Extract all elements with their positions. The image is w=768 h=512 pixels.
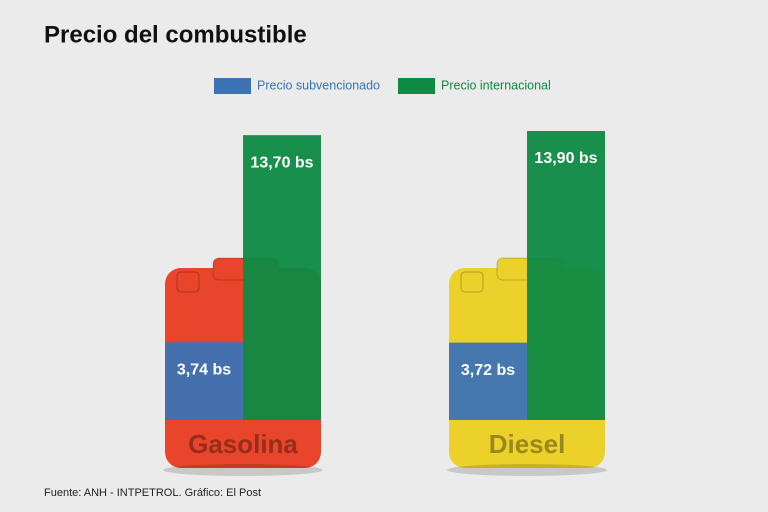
- bar: [243, 135, 321, 421]
- legend-label: Precio subvencionado: [257, 78, 380, 92]
- category-label: Gasolina: [188, 429, 298, 459]
- chart-title: Precio del combustible: [44, 21, 307, 48]
- value-label: 3,74 bs: [177, 361, 231, 378]
- legend-swatch: [398, 78, 435, 94]
- can-shadow: [447, 464, 607, 476]
- legend-label: Precio internacional: [441, 78, 551, 92]
- bar: [165, 342, 243, 420]
- can-spout: [460, 271, 484, 293]
- bar: [449, 342, 527, 420]
- legend-swatch: [214, 78, 251, 94]
- value-label: 13,70 bs: [250, 154, 313, 171]
- value-label: 13,90 bs: [534, 150, 597, 167]
- category-label: Diesel: [489, 429, 566, 459]
- bar: [527, 131, 605, 420]
- value-label: 3,72 bs: [461, 362, 515, 379]
- source: Fuente: ANH - INTPETROL. Gráfico: El Pos…: [44, 487, 261, 499]
- can-spout: [176, 271, 200, 293]
- can-shadow: [163, 464, 323, 476]
